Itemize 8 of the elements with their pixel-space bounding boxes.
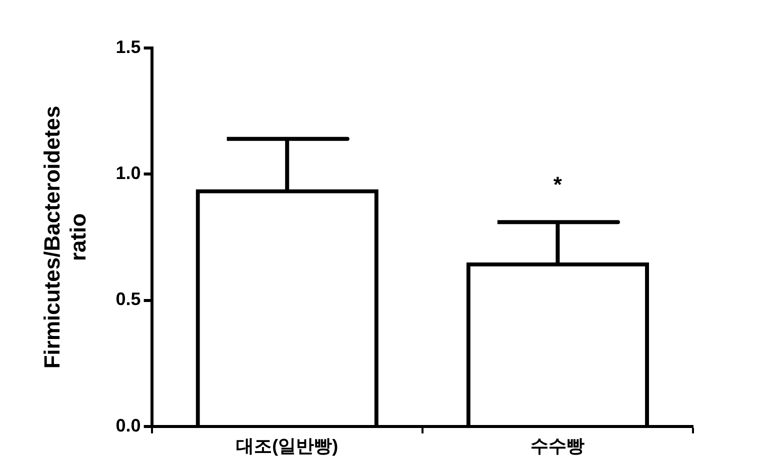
y-tick-label: 1.0 — [116, 163, 141, 184]
annotation: * — [553, 172, 562, 198]
x-tick-label: 수수빵 — [530, 436, 585, 456]
y-tick-label: 1.5 — [116, 36, 141, 57]
y-axis-title: Firmicutes/Bacteroidetes ratio — [39, 106, 91, 369]
x-tick-label: 대조(일반빵) — [236, 436, 338, 456]
y-tick-label: 0.5 — [116, 289, 141, 310]
y-tick-label: 0.0 — [116, 415, 141, 436]
